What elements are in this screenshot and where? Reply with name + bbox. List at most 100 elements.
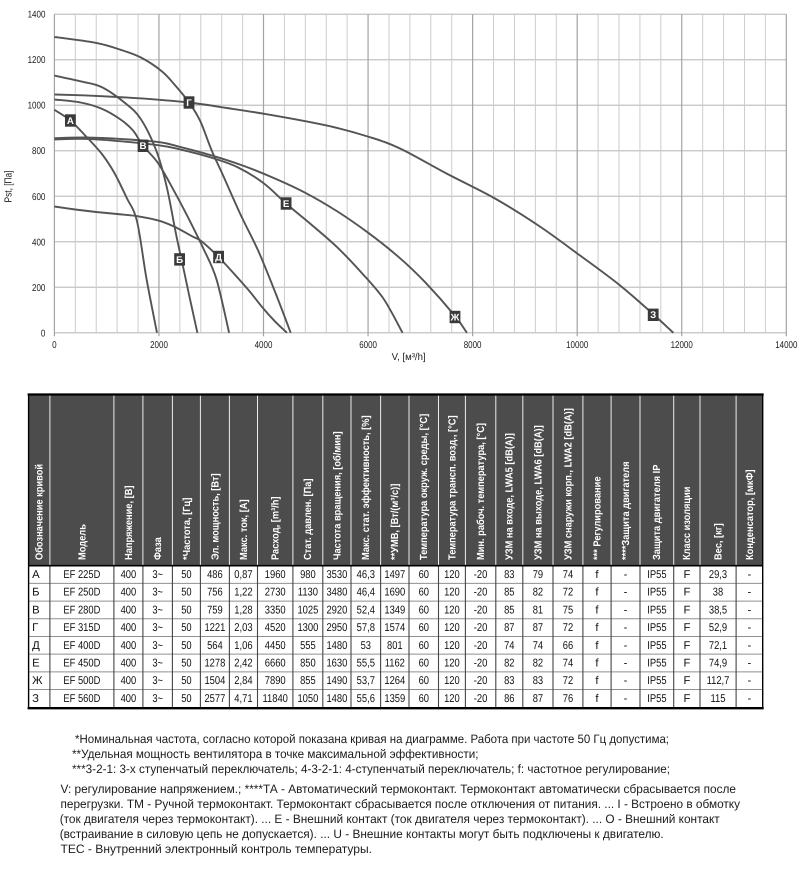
svg-text:IP55: IP55 — [647, 622, 666, 634]
svg-text:В: В — [140, 141, 147, 152]
svg-text:f: f — [595, 622, 599, 634]
svg-text:50: 50 — [181, 675, 191, 687]
svg-text:-: - — [748, 693, 752, 705]
svg-text:4450: 4450 — [265, 640, 286, 652]
svg-text:400: 400 — [121, 693, 137, 705]
svg-text:400: 400 — [121, 587, 137, 599]
svg-text:60: 60 — [419, 693, 429, 705]
svg-text:Защита двигателя IP: Защита двигателя IP — [652, 464, 663, 560]
svg-text:3~: 3~ — [152, 587, 163, 599]
svg-text:F: F — [683, 587, 690, 599]
svg-text:Б: Б — [32, 587, 39, 599]
svg-text:Д: Д — [215, 252, 222, 263]
svg-text:IP55: IP55 — [647, 640, 666, 652]
svg-text:f: f — [595, 657, 599, 669]
svg-text:IP55: IP55 — [647, 604, 666, 616]
svg-text:60: 60 — [419, 657, 429, 669]
svg-text:Напряжение, [В]: Напряжение, [В] — [124, 486, 135, 561]
svg-text:1050: 1050 — [297, 693, 318, 705]
svg-text:-: - — [748, 640, 752, 652]
svg-text:ТЕС - Внутренний электронный к: ТЕС - Внутренний электронный контроль те… — [61, 842, 373, 856]
svg-text:60: 60 — [419, 604, 429, 616]
svg-text:1630: 1630 — [326, 657, 347, 669]
svg-text:120: 120 — [444, 675, 460, 687]
svg-text:115: 115 — [711, 693, 726, 705]
svg-text:-20: -20 — [474, 587, 488, 599]
svg-text:400: 400 — [121, 622, 137, 634]
svg-text:50: 50 — [181, 657, 191, 669]
svg-text:7890: 7890 — [265, 675, 286, 687]
svg-text:Макс. ток, [А]: Макс. ток, [А] — [239, 499, 250, 560]
svg-text:EF 225D: EF 225D — [63, 569, 100, 581]
svg-text:855: 855 — [300, 675, 316, 687]
svg-text:87: 87 — [504, 622, 514, 634]
svg-text:86: 86 — [504, 693, 514, 705]
svg-text:1000: 1000 — [28, 101, 46, 112]
svg-text:74: 74 — [504, 640, 514, 652]
svg-text:82: 82 — [504, 657, 514, 669]
svg-text:400: 400 — [121, 675, 137, 687]
svg-text:980: 980 — [300, 569, 316, 581]
svg-text:4,71: 4,71 — [234, 693, 252, 705]
svg-text:3~: 3~ — [152, 604, 163, 616]
svg-text:0: 0 — [41, 328, 46, 339]
svg-text:Pst, [Па]: Pst, [Па] — [4, 170, 15, 202]
svg-text:1504: 1504 — [204, 675, 225, 687]
svg-text:87: 87 — [533, 693, 543, 705]
svg-text:f: f — [595, 604, 599, 616]
svg-text:112,7: 112,7 — [707, 675, 730, 687]
svg-text:3530: 3530 — [326, 569, 347, 581]
svg-text:83: 83 — [504, 675, 514, 687]
svg-text:1497: 1497 — [384, 569, 405, 581]
svg-text:50: 50 — [181, 569, 191, 581]
svg-text:**УМВ, [Вт/(м³/с)]: **УМВ, [Вт/(м³/с)] — [390, 484, 401, 560]
svg-text:55,5: 55,5 — [357, 657, 375, 669]
svg-text:****Защита двигателя: ****Защита двигателя — [621, 462, 632, 561]
svg-text:74: 74 — [563, 569, 573, 581]
svg-text:Ж: Ж — [32, 675, 43, 687]
svg-text:Мин. рабоч. температура, [°C]: Мин. рабоч. температура, [°C] — [476, 423, 487, 560]
svg-text:F: F — [683, 622, 690, 634]
svg-text:А: А — [67, 116, 74, 127]
svg-text:83: 83 — [533, 675, 543, 687]
svg-text:Д: Д — [32, 640, 40, 652]
svg-text:38: 38 — [713, 587, 723, 599]
svg-text:А: А — [32, 569, 40, 581]
svg-text:759: 759 — [207, 604, 223, 616]
svg-text:50: 50 — [181, 693, 191, 705]
svg-text:82: 82 — [533, 657, 543, 669]
svg-text:1574: 1574 — [384, 622, 405, 634]
svg-text:УЗМ снаружи корп., LWA2 [dB(A): УЗМ снаружи корп., LWA2 [dB(A)] — [563, 408, 574, 560]
svg-text:1,06: 1,06 — [234, 640, 252, 652]
svg-text:-: - — [624, 604, 628, 616]
svg-text:**Удельная мощность вентилятор: **Удельная мощность вентилятора в точке … — [72, 747, 479, 761]
svg-text:-: - — [748, 604, 752, 616]
svg-text:200: 200 — [32, 283, 46, 294]
svg-text:2920: 2920 — [326, 604, 347, 616]
svg-text:801: 801 — [387, 640, 403, 652]
svg-text:85: 85 — [504, 587, 514, 599]
svg-text:120: 120 — [444, 569, 460, 581]
svg-text:74: 74 — [533, 640, 543, 652]
svg-text:-: - — [624, 675, 628, 687]
svg-text:2,03: 2,03 — [234, 622, 252, 634]
svg-text:Б: Б — [176, 255, 183, 266]
svg-text:Обозначение кривой: Обозначение кривой — [35, 464, 46, 560]
svg-text:З: З — [32, 693, 39, 705]
svg-text:79: 79 — [533, 569, 543, 581]
svg-text:3350: 3350 — [265, 604, 286, 616]
svg-text:756: 756 — [207, 587, 223, 599]
svg-text:f: f — [595, 569, 599, 581]
svg-text:12000: 12000 — [671, 340, 694, 351]
svg-text:f: f — [595, 693, 599, 705]
svg-text:EF 400D: EF 400D — [63, 640, 100, 652]
svg-text:Г: Г — [186, 98, 192, 109]
svg-text:EF 315D: EF 315D — [63, 622, 100, 634]
svg-text:81: 81 — [533, 604, 543, 616]
svg-text:*** Регулирование: *** Регулирование — [592, 476, 603, 560]
svg-text:1480: 1480 — [326, 693, 347, 705]
svg-text:400: 400 — [121, 569, 137, 581]
svg-text:-: - — [624, 640, 628, 652]
svg-text:72: 72 — [563, 675, 573, 687]
svg-text:Температура трансп. возд., [°C: Температура трансп. возд., [°C] — [447, 415, 458, 560]
